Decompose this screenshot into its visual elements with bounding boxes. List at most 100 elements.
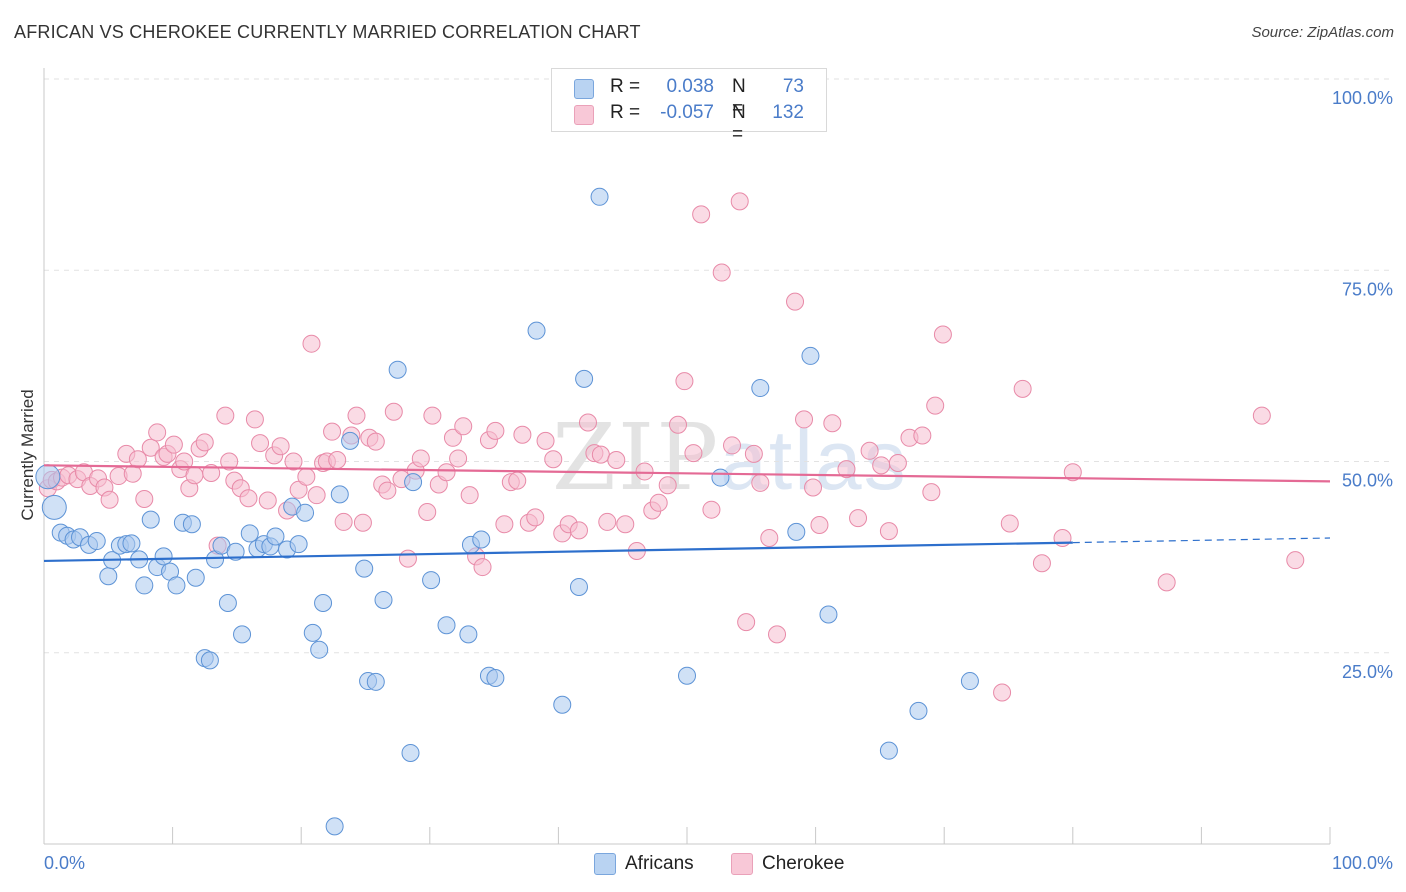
cherokee-point (635, 462, 654, 481)
africans-point (341, 431, 360, 450)
cherokee-point (591, 445, 610, 464)
africans-point (325, 817, 344, 836)
cherokee-point (616, 515, 635, 534)
cherokee-point (135, 489, 154, 508)
africans-point (366, 672, 385, 691)
x-tick-label-0: 0.0% (44, 853, 85, 873)
cherokee-point (922, 483, 941, 502)
cherokee-point (744, 444, 763, 463)
africans-point (266, 527, 285, 546)
cherokee-point (239, 489, 258, 508)
cherokee-point (251, 434, 270, 453)
africans-point (374, 590, 393, 609)
bottom-cherokee-swatch (731, 853, 753, 875)
legend-cherokee-n-label: N = (732, 102, 746, 145)
africans-point (99, 567, 118, 586)
cherokee-point (148, 423, 167, 442)
cherokee-point (993, 683, 1012, 702)
bottom-cherokee-label: Cherokee (762, 853, 845, 874)
cherokee-point (175, 452, 194, 471)
cherokee-point (216, 406, 235, 425)
cherokee-point (692, 205, 711, 224)
africans-point (751, 379, 770, 398)
africans-point (879, 741, 898, 760)
cherokee-point (100, 490, 119, 509)
africans-point (182, 515, 201, 534)
cherokee-point (712, 263, 731, 282)
cherokee-point (730, 192, 749, 211)
cherokee-point (860, 441, 879, 460)
cherokee-point (195, 433, 214, 452)
cherokee-point (837, 460, 856, 479)
africans-point (41, 494, 67, 520)
chart-source: Source: ZipAtlas.com (1251, 24, 1394, 41)
cherokee-point (141, 438, 160, 457)
cherokee-point (164, 435, 183, 454)
africans-point (486, 668, 505, 687)
cherokee-point (437, 463, 456, 482)
cherokee-point (1013, 379, 1032, 398)
cherokee-point (411, 449, 430, 468)
cherokee-point (1252, 406, 1271, 425)
cherokee-point (454, 417, 473, 436)
africans-point (296, 503, 315, 522)
cherokee-point (245, 410, 264, 429)
cherokee-point (443, 428, 462, 447)
africans-point (459, 625, 478, 644)
cherokee-point (795, 410, 814, 429)
cherokee-point (418, 502, 437, 521)
cherokee-point (569, 521, 588, 540)
cherokee-point (297, 467, 316, 486)
cherokee-point (449, 449, 468, 468)
africans-point (388, 360, 407, 379)
cherokee-point (495, 515, 514, 534)
africans-point (401, 743, 420, 762)
y-tick-label-50: 50.0% (1342, 471, 1393, 491)
cherokee-point (347, 406, 366, 425)
cherokee-point (328, 450, 347, 469)
africans-point (909, 701, 928, 720)
cherokee-point (353, 513, 372, 532)
cherokee-points (38, 192, 1305, 702)
cherokee-point (423, 406, 442, 425)
cherokee-point (768, 625, 787, 644)
cherokee-point (668, 415, 687, 434)
africans-point (569, 577, 588, 596)
africans-point (553, 695, 572, 714)
cherokee-trend-line (43, 464, 1331, 483)
cherokee-point (284, 452, 303, 471)
cherokee-swatch (574, 105, 594, 125)
cherokee-point (366, 432, 385, 451)
cherokee-point (220, 452, 239, 471)
africans-point (167, 576, 186, 595)
africans-point (122, 534, 141, 553)
trend-lines (43, 464, 1331, 563)
legend-africans-n-value: 73 (782, 76, 804, 97)
cherokee-point (128, 450, 147, 469)
cherokee-point (598, 512, 617, 531)
cherokee-point (1000, 514, 1019, 533)
axes (43, 68, 1331, 845)
africans-point (314, 594, 333, 613)
cherokee-point (649, 493, 668, 512)
cherokee-point (384, 402, 403, 421)
cherokee-point (723, 436, 742, 455)
cherokee-point (926, 396, 945, 415)
cherokee-point (544, 450, 563, 469)
cherokee-point (536, 431, 555, 450)
cherokee-point (786, 292, 805, 311)
africans-point (87, 532, 106, 551)
cherokee-point (513, 425, 532, 444)
cherokee-point (334, 512, 353, 531)
africans-point (135, 576, 154, 595)
correlation-legend: R = 0.038 N = 73 R = -0.057 N = 132 (551, 68, 827, 145)
africans-point (355, 559, 374, 578)
africans-point (330, 485, 349, 504)
legend-africans-r-label: R = (610, 76, 641, 97)
cherokee-point (804, 478, 823, 497)
cherokee-point (1157, 573, 1176, 592)
africans-point (218, 594, 237, 613)
cherokee-point (578, 413, 597, 432)
legend-cherokee-n-value: 132 (772, 102, 804, 123)
tick-labels: 25.0% 50.0% 75.0% 100.0% 0.0% 100.0% (44, 88, 1393, 873)
